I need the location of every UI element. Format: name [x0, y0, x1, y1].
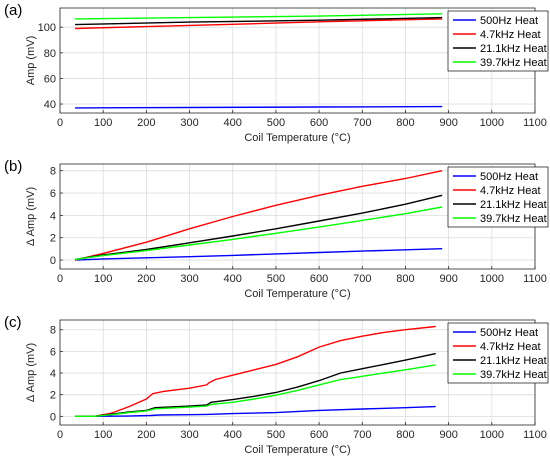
x-tick-label: 400	[224, 117, 242, 129]
legend-label-2: 21.1kHz Heat	[480, 43, 547, 55]
x-tick-label: 900	[439, 273, 457, 285]
y-tick-label: 100	[38, 22, 56, 34]
series-line-0	[75, 405, 436, 418]
y-tick-label: 8	[50, 166, 56, 178]
x-axis-label: Coil Temperature (°C)	[244, 132, 350, 144]
y-tick-label: 6	[50, 346, 56, 358]
chart-a-svg: 0 100 200 300 400 500 600 700 800 900 1000 1100 40 60…	[25, 7, 549, 144]
legend-label-1: 4.7kHz Heat	[480, 341, 541, 353]
legend-label-3: 39.7kHz Heat	[480, 213, 547, 225]
x-tick-label: 0	[57, 117, 63, 129]
legend-label-0: 500Hz Heat	[480, 15, 538, 27]
y-tick-label: 8	[50, 325, 56, 337]
legend-label-3: 39.7kHz Heat	[480, 369, 547, 381]
x-tick-label: 300	[180, 273, 198, 285]
chart-panel-b: 0 100 200 300 400 500 600 700 800 900 1000 1100 0 2 4 6…	[0, 156, 550, 312]
x-tick-label: 200	[137, 117, 155, 129]
x-tick-label: 100	[94, 117, 112, 129]
legend-box	[447, 10, 549, 72]
y-tick-label: 2	[50, 233, 56, 245]
y-tick-label: 60	[44, 73, 56, 85]
series-line-2	[75, 16, 443, 26]
x-axis-label: Coil Temperature (°C)	[244, 288, 350, 300]
x-tick-label: 800	[396, 429, 414, 441]
panel-label-b: (b)	[4, 158, 23, 175]
x-tick-label: 600	[310, 117, 328, 129]
x-tick-label: 0	[57, 273, 63, 285]
x-tick-label: 200	[137, 273, 155, 285]
y-tick-label: 0	[50, 411, 56, 423]
x-tick-label: 1100	[523, 273, 547, 285]
x-tick-label: 100	[94, 273, 112, 285]
y-tick-label: 4	[50, 368, 56, 380]
legend-label-2: 21.1kHz Heat	[480, 355, 547, 367]
series-line-1	[75, 325, 436, 418]
chart-c-svg: 0 100 200 300 400 500 600 700 800 900 1000 1100 0 2 4 6…	[25, 319, 549, 456]
y-axis-label: Δ Amp (mV)	[25, 187, 37, 246]
chart-panel-a: 0 100 200 300 400 500 600 700 800 900 1000 1100 40 60…	[0, 0, 550, 156]
y-tick-label: 0	[50, 255, 56, 267]
y-tick-label: 6	[50, 188, 56, 200]
y-axis-label: Δ Amp (mV)	[25, 343, 37, 402]
series-line-3	[75, 13, 443, 20]
x-tick-label: 300	[180, 117, 198, 129]
x-tick-label: 800	[396, 117, 414, 129]
x-tick-label: 500	[267, 273, 285, 285]
x-tick-label: 400	[224, 429, 242, 441]
legend-label-1: 4.7kHz Heat	[480, 29, 541, 41]
x-tick-label: 1000	[480, 117, 504, 129]
legend-label-3: 39.7kHz Heat	[480, 57, 547, 69]
x-tick-label: 700	[353, 429, 371, 441]
y-axis-label: Amp (mV)	[25, 36, 37, 86]
series-line-0	[75, 105, 443, 109]
x-tick-label: 1100	[523, 429, 547, 441]
legend-label-0: 500Hz Heat	[480, 327, 538, 339]
legend-label-1: 4.7kHz Heat	[480, 185, 541, 197]
x-tick-label: 300	[180, 429, 198, 441]
x-tick-label: 800	[396, 273, 414, 285]
x-tick-label: 500	[267, 117, 285, 129]
x-tick-label: 200	[137, 429, 155, 441]
series-line-2	[74, 194, 443, 261]
legend-box	[447, 166, 549, 228]
series-line-1	[75, 18, 443, 30]
x-axis-label: Coil Temperature (°C)	[244, 444, 350, 456]
x-tick-label: 1100	[523, 117, 547, 129]
x-tick-label: 0	[57, 429, 63, 441]
x-tick-label: 1000	[480, 429, 504, 441]
x-tick-label: 600	[310, 273, 328, 285]
x-tick-label: 1000	[480, 273, 504, 285]
x-tick-label: 400	[224, 273, 242, 285]
x-tick-label: 900	[439, 429, 457, 441]
x-tick-label: 700	[353, 273, 371, 285]
legend-label-2: 21.1kHz Heat	[480, 199, 547, 211]
y-tick-label: 4	[50, 210, 56, 222]
legend-box	[447, 322, 549, 384]
x-tick-label: 700	[353, 117, 371, 129]
chart-panel-c: 0 100 200 300 400 500 600 700 800 900 1000 1100 0 2 4 6…	[0, 312, 550, 468]
panel-label-a: (a)	[4, 2, 23, 19]
series-line-3	[75, 364, 436, 418]
series-line-0	[75, 248, 443, 261]
y-tick-label: 40	[44, 99, 56, 111]
x-tick-label: 500	[267, 429, 285, 441]
chart-b-svg: 0 100 200 300 400 500 600 700 800 900 1000 1100 0 2 4 6…	[25, 163, 549, 300]
y-tick-label: 2	[50, 390, 56, 402]
x-tick-label: 600	[310, 429, 328, 441]
y-tick-label: 80	[44, 48, 56, 60]
panel-label-c: (c)	[4, 314, 22, 331]
x-tick-label: 100	[94, 429, 112, 441]
legend-label-0: 500Hz Heat	[480, 171, 538, 183]
series-line-1	[74, 170, 443, 261]
series-line-3	[75, 206, 443, 261]
x-tick-label: 900	[439, 117, 457, 129]
